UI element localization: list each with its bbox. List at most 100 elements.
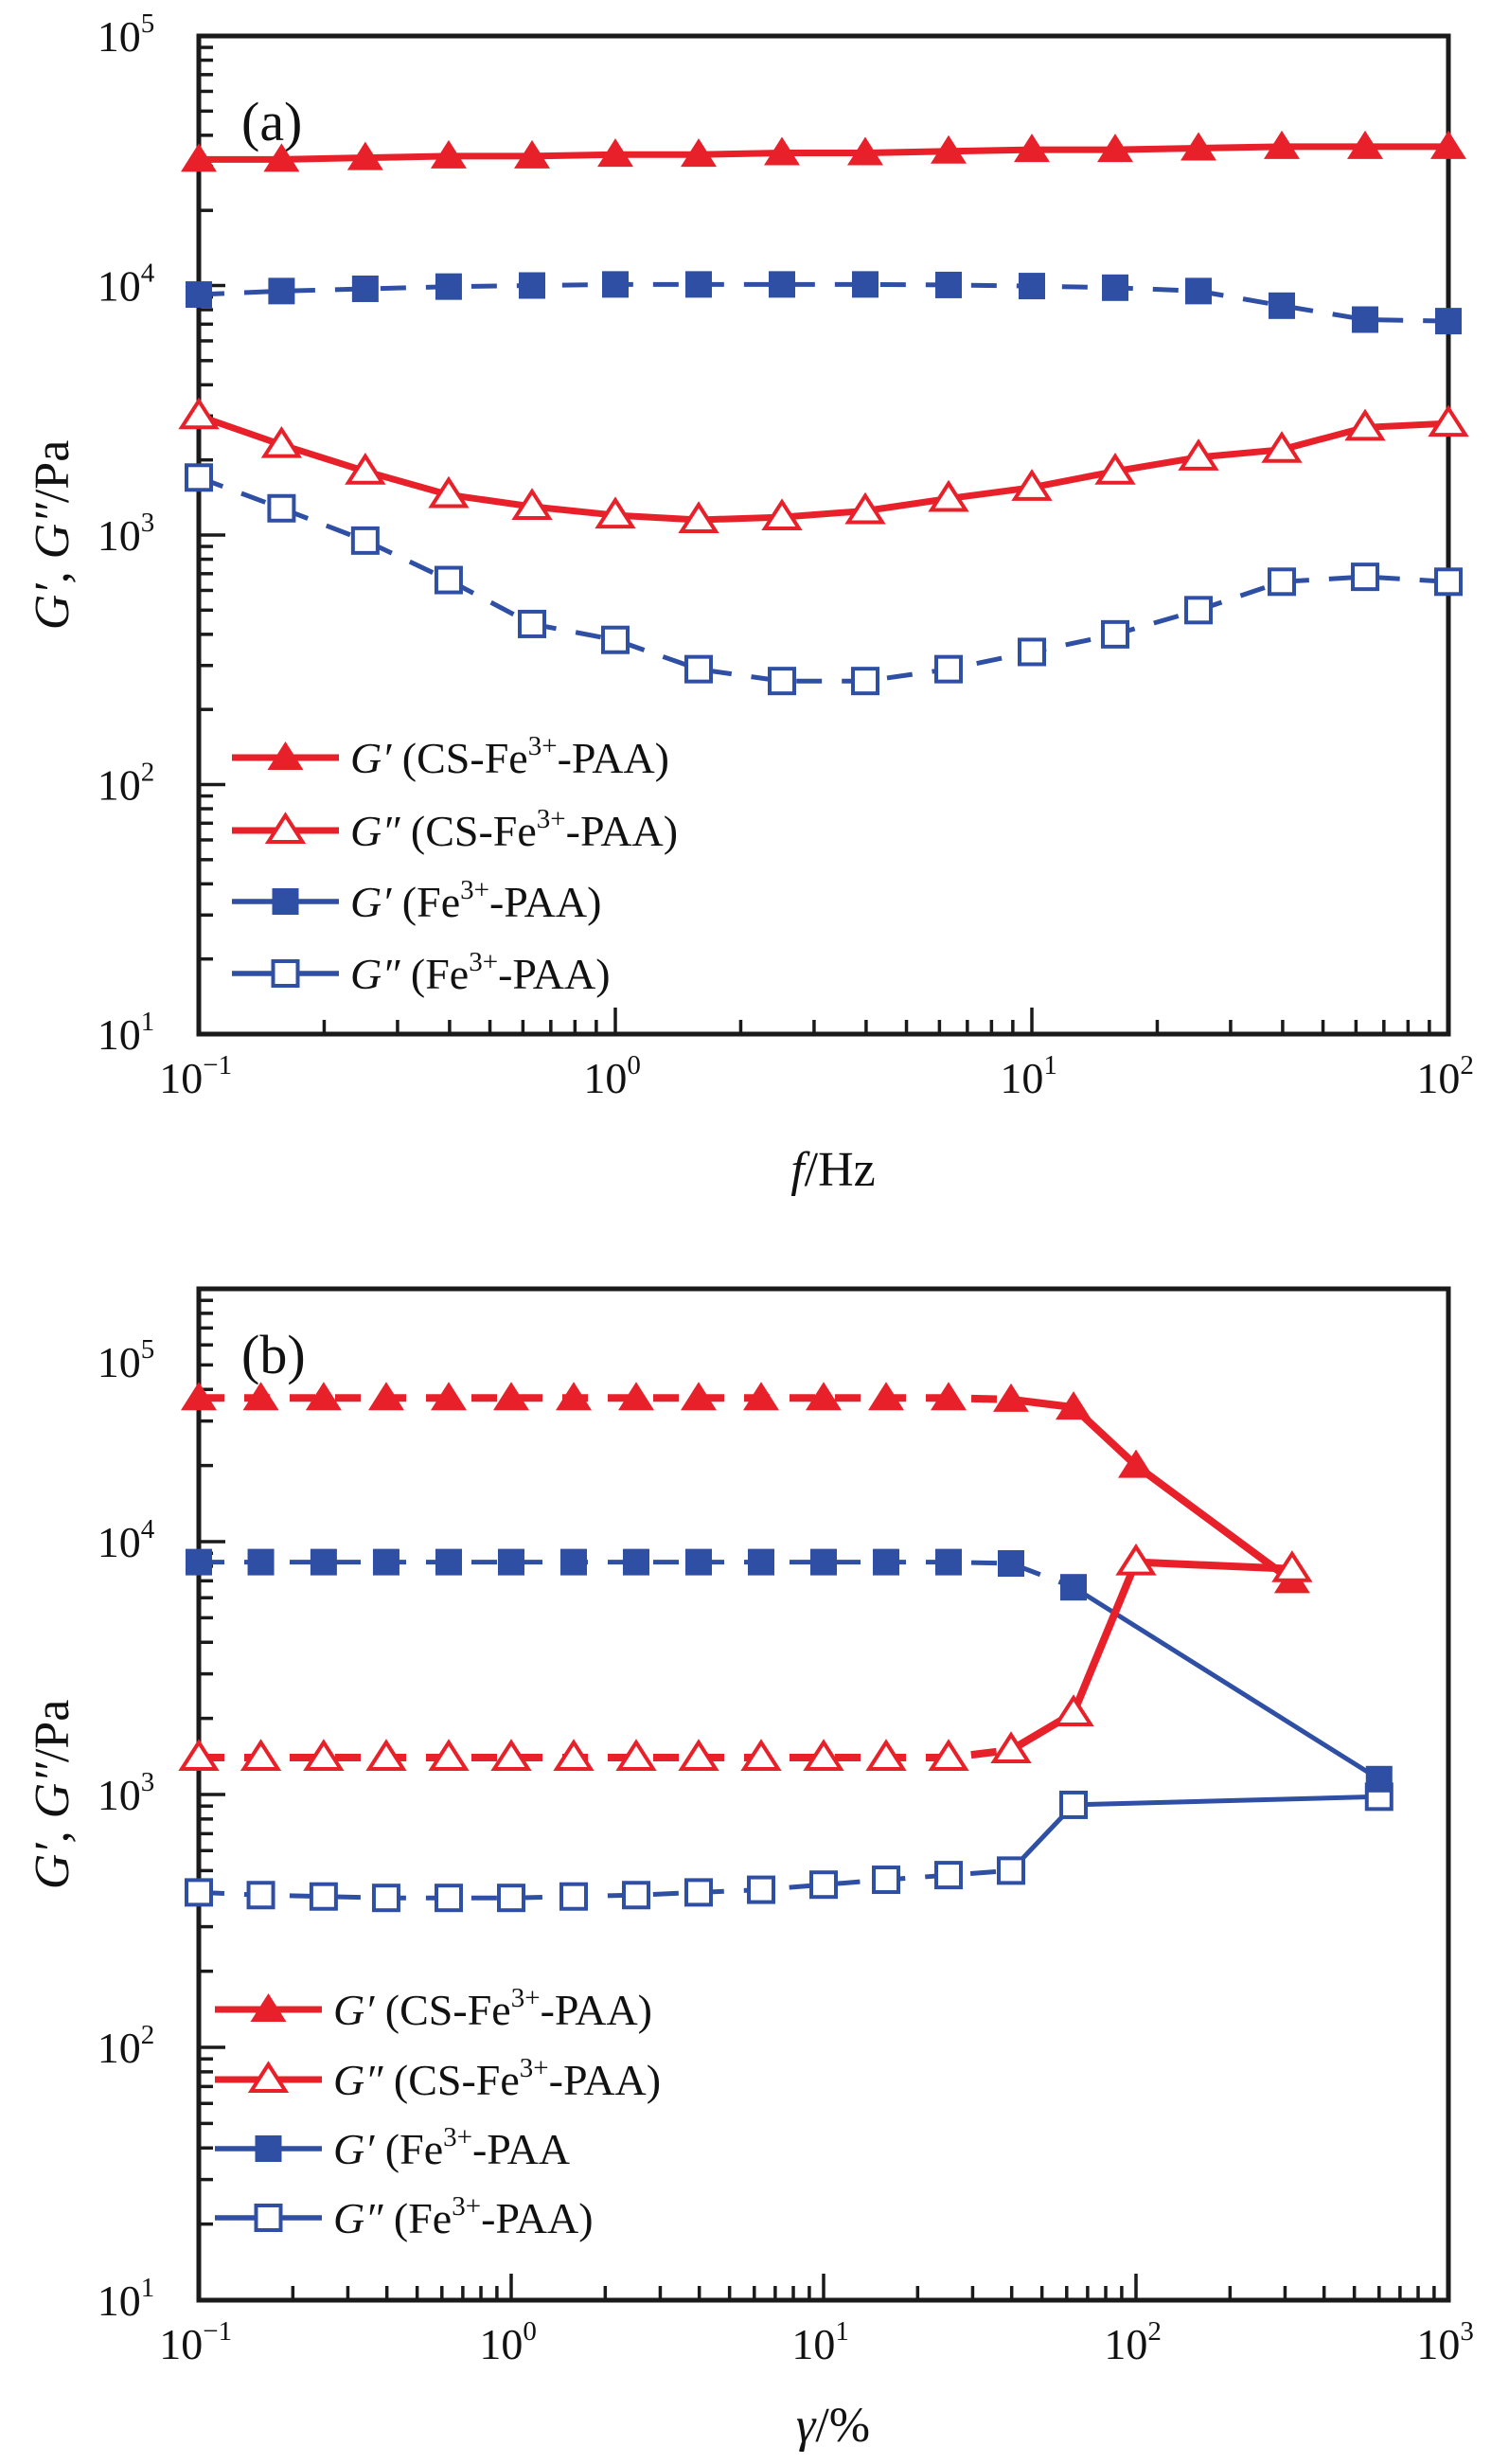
square-open-marker: [1267, 567, 1296, 597]
triangle-open-marker: [345, 453, 386, 485]
triangle-open-marker: [1271, 1550, 1313, 1582]
square-open-marker: [601, 625, 630, 654]
tick-label: 103: [1416, 2316, 1474, 2368]
series-line: [198, 474, 1449, 684]
series-g-fe-paa: [185, 463, 1463, 696]
legend-entry-g-fe-paa: G′ (Fe3+-PAA: [215, 2122, 570, 2173]
square-filled-marker: [1019, 273, 1045, 300]
legend-label: G′ (Fe3+-PAA): [350, 875, 601, 926]
square-filled-marker: [685, 271, 713, 298]
triangle-open-marker: [761, 498, 803, 531]
triangle-filled-marker: [1180, 132, 1217, 161]
tick-label: 100: [479, 2316, 536, 2368]
square-open-marker: [434, 565, 463, 595]
triangle-filled-marker: [846, 136, 883, 166]
square-open-marker: [1101, 619, 1130, 649]
square-open-marker: [1018, 637, 1046, 667]
triangle-filled-marker: [430, 139, 467, 169]
square-filled-marker: [247, 1548, 275, 1576]
triangle-filled-marker: [1430, 130, 1466, 159]
triangle-open-marker: [1178, 438, 1219, 471]
triangle-open-marker: [1094, 453, 1136, 485]
square-filled-marker: [268, 277, 295, 305]
square-open-marker: [683, 1878, 713, 1907]
triangle-open-marker: [178, 1739, 220, 1771]
triangle-filled-marker: [181, 1382, 217, 1411]
tick-labels: 10−1 100 101 102 103 105 104 103 102 101: [98, 1334, 1474, 2368]
triangle-filled-marker: [493, 1382, 529, 1411]
triangle-open-marker: [303, 1739, 345, 1771]
square-open-marker: [350, 526, 380, 555]
square-filled-marker: [310, 1548, 337, 1576]
square-open-marker: [497, 1884, 525, 1913]
tick-label: 101: [1000, 1050, 1057, 1102]
triangle-filled-marker: [764, 136, 801, 166]
tick-label: 100: [583, 1050, 641, 1102]
legend-entry-g-fe-paa: G″ (Fe3+-PAA): [232, 947, 611, 998]
triangle-open-marker: [264, 812, 307, 844]
tick-label: 104: [98, 259, 155, 311]
square-filled-marker: [186, 281, 212, 309]
triangle-filled-marker: [992, 1383, 1029, 1412]
tick-label: 102: [1104, 2316, 1162, 2368]
y-axis-title: G′, G″/Pa: [26, 1700, 80, 1890]
square-filled-marker: [1352, 306, 1379, 333]
triangle-filled-marker: [681, 138, 718, 168]
x-axis-title: f/Hz: [790, 1143, 876, 1197]
series-line: [199, 143, 1448, 163]
tick-label: 101: [98, 2273, 155, 2325]
triangle-open-marker: [678, 501, 719, 534]
triangle-open-marker: [365, 1739, 407, 1771]
tick-label: 103: [98, 1767, 155, 1819]
series-g-cs-fe-paa: [178, 397, 1469, 534]
tick-label: 104: [98, 1514, 155, 1566]
triangle-open-marker: [511, 488, 553, 520]
triangle-filled-marker: [263, 143, 300, 172]
square-filled-marker: [1365, 1765, 1393, 1793]
triangle-open-marker: [740, 1739, 782, 1771]
square-open-marker: [1351, 562, 1380, 592]
triangle-open-marker: [1344, 408, 1386, 441]
legend-entry-g-cs-fe-paa: G″ (CS-Fe3+-PAA): [232, 804, 678, 855]
triangle-open-marker: [1011, 469, 1053, 501]
square-open-marker: [254, 2204, 283, 2232]
legend-label: G″ (CS-Fe3+-PAA): [350, 804, 678, 855]
square-open-marker: [435, 1884, 464, 1913]
square-filled-marker: [810, 1548, 837, 1576]
square-filled-marker: [372, 1548, 399, 1576]
triangle-filled-marker: [931, 134, 967, 164]
panel-tag: (b): [241, 1324, 306, 1385]
legend-label: G″ (Fe3+-PAA): [350, 947, 611, 998]
triangle-open-marker: [247, 2061, 290, 2093]
series-g-fe-paa: [185, 1782, 1393, 1913]
square-open-marker: [185, 463, 213, 492]
axis-ticks: [197, 34, 1450, 1036]
legend: G′ (CS-Fe3+-PAA) G″ (CS-Fe3+-PAA) G′ (Fe3+…: [215, 1983, 661, 2242]
series-line: [1008, 1558, 1293, 1754]
triangle-open-marker: [803, 1739, 844, 1771]
square-filled-marker: [498, 1548, 524, 1576]
series-line: [198, 281, 1449, 324]
triangle-open-marker: [615, 1739, 657, 1771]
triangle-open-marker: [428, 475, 470, 509]
square-open-marker: [850, 667, 879, 696]
triangle-filled-marker: [305, 1382, 342, 1411]
square-filled-marker: [1268, 292, 1295, 319]
square-filled-marker: [1102, 274, 1129, 301]
triangle-filled-marker: [250, 1993, 287, 2022]
tick-label: 101: [791, 2316, 849, 2368]
triangle-open-marker: [553, 1739, 595, 1771]
square-filled-marker: [1185, 277, 1213, 305]
triangle-filled-marker: [1056, 1391, 1092, 1420]
triangle-open-marker: [1428, 404, 1469, 437]
square-open-marker: [1434, 567, 1463, 597]
square-filled-marker: [935, 271, 963, 298]
series-g-cs-fe-paa: [178, 1543, 1313, 1771]
square-filled-marker: [997, 1550, 1024, 1578]
triangle-open-marker: [595, 496, 636, 529]
square-filled-marker: [255, 2135, 282, 2162]
triangle-open-marker: [990, 1731, 1032, 1763]
square-open-marker: [267, 493, 296, 523]
triangle-open-marker: [844, 491, 886, 525]
